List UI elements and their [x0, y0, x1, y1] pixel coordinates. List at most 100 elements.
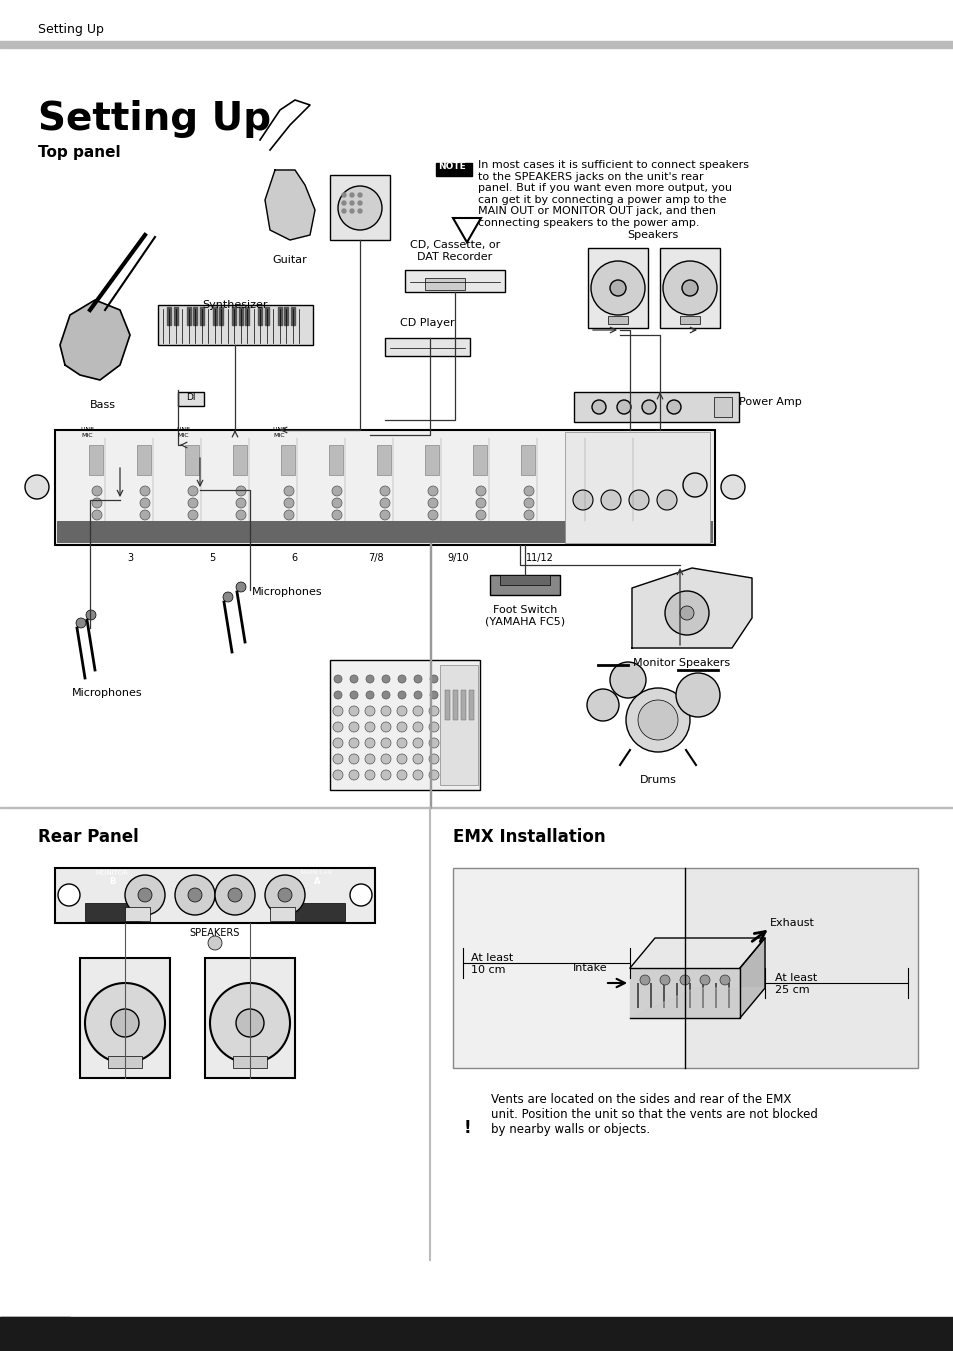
Bar [329, 444, 343, 476]
Bar [57, 521, 712, 543]
Circle shape [414, 676, 421, 684]
Circle shape [349, 738, 358, 748]
Circle shape [334, 676, 341, 684]
Circle shape [590, 261, 644, 315]
Circle shape [676, 673, 720, 717]
Bar [714, 984, 717, 1008]
Circle shape [357, 209, 361, 213]
Circle shape [413, 770, 422, 780]
Circle shape [349, 754, 358, 765]
Circle shape [396, 707, 407, 716]
Circle shape [444, 754, 455, 765]
Bar [281, 444, 294, 476]
Circle shape [366, 690, 374, 698]
Text: MAIN L+R: MAIN L+R [301, 870, 333, 875]
Circle shape [476, 486, 485, 496]
Circle shape [188, 509, 198, 520]
Circle shape [572, 486, 581, 496]
Circle shape [609, 662, 645, 698]
Bar [233, 444, 247, 476]
Bar [330, 661, 479, 790]
Circle shape [76, 617, 86, 628]
Circle shape [380, 754, 391, 765]
Circle shape [682, 473, 706, 497]
Bar [290, 902, 345, 921]
Circle shape [333, 721, 343, 732]
Text: 5: 5 [209, 553, 214, 563]
Circle shape [188, 486, 198, 496]
Circle shape [349, 721, 358, 732]
Circle shape [619, 509, 629, 520]
Circle shape [138, 888, 152, 902]
Bar [200, 307, 204, 326]
Bar [55, 430, 714, 544]
Circle shape [235, 509, 246, 520]
Bar [89, 444, 103, 476]
Text: MONITOR: MONITOR [95, 870, 129, 875]
Bar [713, 397, 731, 417]
Text: EMX512SC/EMX312SC/EMX212S: EMX512SC/EMX312SC/EMX212S [78, 1328, 268, 1340]
Text: DI: DI [186, 393, 195, 403]
Circle shape [430, 690, 437, 698]
Bar [430, 543, 431, 808]
Circle shape [396, 721, 407, 732]
Bar [490, 576, 559, 594]
Circle shape [333, 754, 343, 765]
Circle shape [429, 707, 438, 716]
Bar [173, 307, 178, 326]
Circle shape [428, 509, 437, 520]
Circle shape [350, 690, 357, 698]
Bar [233, 1056, 267, 1069]
Circle shape [476, 509, 485, 520]
Circle shape [397, 676, 406, 684]
Circle shape [429, 770, 438, 780]
Text: EMX Installation: EMX Installation [453, 828, 605, 846]
Bar [376, 444, 391, 476]
Bar [284, 307, 288, 326]
Circle shape [349, 770, 358, 780]
Circle shape [284, 486, 294, 496]
Bar [187, 307, 191, 326]
Circle shape [381, 690, 390, 698]
Circle shape [228, 888, 242, 902]
Circle shape [332, 486, 341, 496]
Bar [453, 867, 917, 1069]
Circle shape [679, 607, 693, 620]
Bar [168, 307, 172, 326]
Polygon shape [629, 969, 740, 1019]
Circle shape [277, 888, 292, 902]
Bar [158, 305, 313, 345]
Circle shape [86, 611, 96, 620]
Circle shape [619, 486, 629, 496]
Bar [607, 316, 627, 324]
Text: Microphones: Microphones [252, 586, 322, 597]
Circle shape [628, 490, 648, 509]
Circle shape [25, 476, 49, 499]
Bar [436, 163, 472, 176]
Text: CD Player: CD Player [399, 317, 454, 328]
Circle shape [188, 499, 198, 508]
Text: LINE
MIC: LINE MIC [175, 427, 190, 438]
Circle shape [91, 486, 102, 496]
Circle shape [174, 875, 214, 915]
Bar [18, 1323, 66, 1346]
Polygon shape [740, 938, 764, 1019]
Bar [108, 1056, 142, 1069]
Text: NOTE: NOTE [437, 162, 465, 172]
Circle shape [350, 676, 357, 684]
Bar [637, 984, 639, 1008]
Bar [568, 444, 582, 476]
Polygon shape [453, 218, 480, 242]
Bar [444, 690, 450, 720]
Circle shape [523, 499, 534, 508]
Circle shape [625, 688, 689, 753]
Bar [0, 41, 953, 49]
Circle shape [641, 400, 656, 413]
Circle shape [365, 721, 375, 732]
Circle shape [397, 690, 406, 698]
Text: Synthesizer: Synthesizer [202, 300, 268, 309]
Circle shape [337, 186, 381, 230]
Circle shape [720, 476, 744, 499]
Text: Bass: Bass [90, 400, 116, 409]
Text: Rear Panel: Rear Panel [38, 828, 138, 846]
